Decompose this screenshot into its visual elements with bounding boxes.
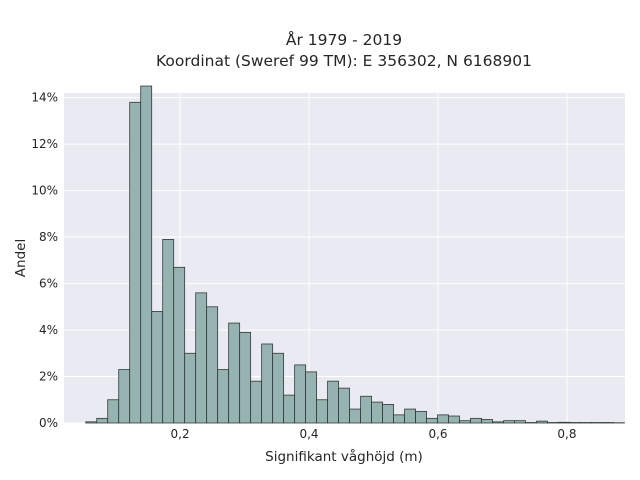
x-axis-label: Signifikant våghöjd (m) — [265, 448, 423, 465]
chart-title-line-2: Koordinat (Sweref 99 TM): E 356302, N 61… — [156, 52, 532, 70]
histogram-bar — [173, 266, 186, 424]
histogram-bar — [206, 306, 219, 424]
histogram-bar — [481, 419, 493, 424]
histogram-bar — [492, 421, 504, 424]
y-tick-label: 14% — [31, 91, 58, 105]
histogram-bar — [261, 343, 274, 424]
y-tick-label: 12% — [31, 137, 58, 151]
y-axis-label: Andel — [13, 239, 29, 277]
histogram-bar — [393, 414, 405, 424]
histogram-bar — [162, 239, 175, 424]
histogram-bar — [250, 380, 263, 424]
x-tick-label: 0,2 — [171, 427, 190, 441]
histogram-bar — [338, 387, 350, 424]
y-axis-ticks: 0% 2% 4% 6% 8% 10% 12% 14% — [31, 91, 58, 430]
grid-lines — [64, 93, 625, 424]
histogram-bar — [107, 399, 120, 424]
histogram-bar — [118, 369, 131, 424]
y-tick-label: 6% — [39, 277, 58, 291]
histogram-bar — [195, 292, 208, 424]
histogram-bar — [415, 410, 427, 424]
histogram-bar — [360, 395, 372, 424]
histogram-bar — [239, 331, 252, 424]
histogram-bar — [85, 421, 98, 424]
x-tick-label: 0,4 — [299, 427, 318, 441]
histogram-bar — [459, 420, 471, 424]
histogram-bar — [426, 417, 438, 424]
histogram-bar — [382, 404, 394, 424]
x-axis-ticks: 0,2 0,4 0,6 0,8 — [171, 427, 577, 441]
histogram-bar — [404, 408, 416, 424]
y-tick-label: 2% — [39, 370, 58, 384]
y-tick-label: 4% — [39, 323, 58, 337]
histogram-bar — [272, 352, 285, 424]
histogram-bar — [228, 322, 241, 424]
histogram-bar — [129, 101, 142, 424]
histogram-bar — [503, 420, 515, 424]
histogram-bar — [316, 399, 329, 424]
histogram-bar — [184, 352, 197, 424]
chart-title-line-1: År 1979 - 2019 — [286, 30, 402, 49]
histogram-bar — [437, 414, 449, 424]
histogram-bar — [448, 415, 460, 424]
histogram-bar — [283, 394, 296, 424]
histogram-bar — [371, 401, 383, 424]
y-tick-label: 10% — [31, 184, 58, 198]
histogram-bars — [85, 85, 625, 424]
histogram-bar — [536, 420, 548, 424]
histogram-bar — [327, 380, 339, 424]
histogram-bar — [217, 369, 230, 424]
histogram-bar — [294, 364, 307, 424]
x-tick-label: 0,8 — [557, 427, 576, 441]
histogram-bar — [514, 420, 526, 424]
histogram-bar — [151, 311, 164, 424]
histogram-bar — [96, 417, 109, 424]
y-tick-label: 8% — [39, 230, 58, 244]
y-tick-label: 0% — [39, 416, 58, 430]
histogram-bar — [470, 417, 482, 424]
histogram-bar — [140, 85, 153, 424]
histogram-bar — [349, 408, 361, 424]
histogram-bar — [558, 421, 570, 424]
x-tick-label: 0,6 — [428, 427, 447, 441]
histogram-bar — [305, 371, 318, 424]
